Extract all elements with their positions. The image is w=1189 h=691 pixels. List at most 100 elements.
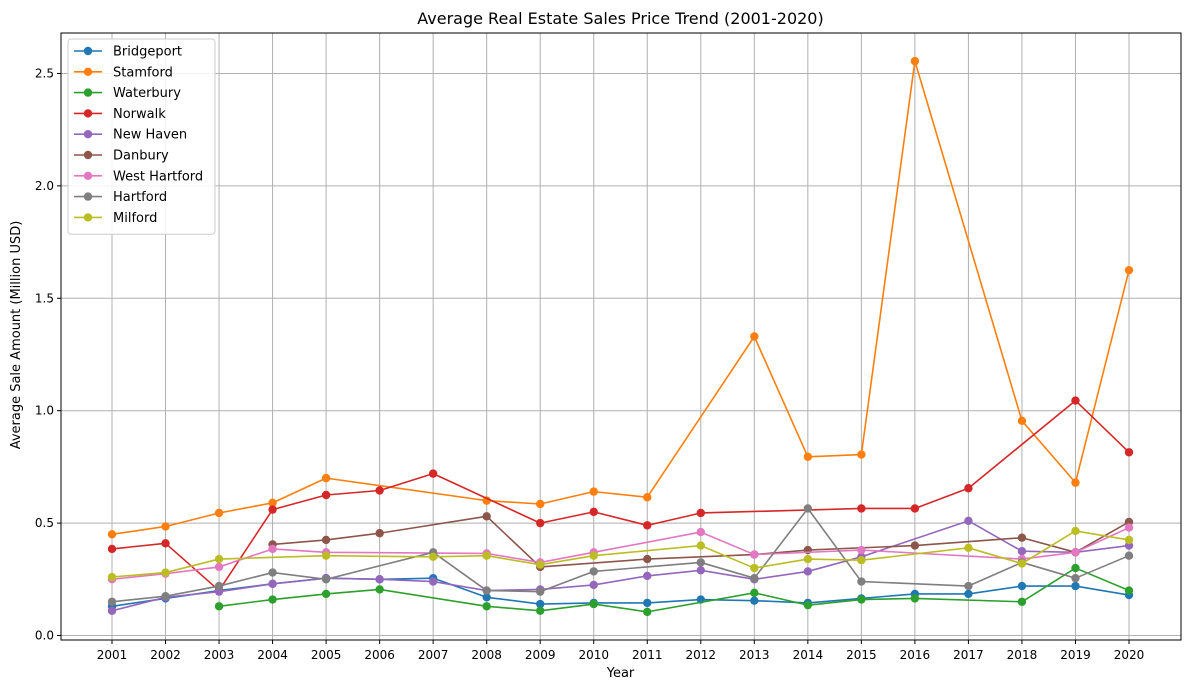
data-point xyxy=(750,573,759,583)
legend-marker xyxy=(83,67,93,77)
data-point xyxy=(1071,526,1080,536)
data-point xyxy=(375,575,384,584)
series-stamford xyxy=(107,56,1134,539)
data-point xyxy=(321,490,331,500)
data-point xyxy=(1124,551,1134,560)
x-tick-label: 2012 xyxy=(686,648,717,662)
data-point xyxy=(268,498,277,508)
data-point xyxy=(1071,573,1080,583)
plot-area: 2001 2002 2003 2004 2005 2006 2007 2008 2009 2010… xyxy=(35,32,1182,662)
data-point xyxy=(1017,597,1027,606)
data-point xyxy=(268,544,277,554)
series-waterbury xyxy=(214,563,1134,617)
x-tick-label: 2001 xyxy=(97,648,128,662)
data-point xyxy=(375,486,384,495)
data-point xyxy=(321,589,331,599)
chart-title: Average Real Estate Sales Price Trend (2… xyxy=(417,9,823,28)
legend-item: Milford xyxy=(74,211,157,226)
data-point xyxy=(1124,265,1134,275)
legend-label: New Haven xyxy=(113,128,187,143)
legend-label: Hartford xyxy=(113,190,167,205)
legend-label: Milford xyxy=(113,211,157,226)
legend-marker xyxy=(83,150,93,160)
data-point xyxy=(696,558,705,567)
data-point xyxy=(536,518,545,528)
data-point xyxy=(910,56,920,66)
data-point xyxy=(643,571,652,581)
data-point xyxy=(1124,523,1134,532)
y-tick-label: 2.0 xyxy=(35,179,54,193)
data-point xyxy=(428,469,438,478)
legend-marker xyxy=(83,109,93,118)
legend-marker xyxy=(83,46,93,56)
data-point xyxy=(696,508,705,518)
data-point xyxy=(321,535,331,545)
data-point xyxy=(1071,563,1080,573)
data-point xyxy=(643,521,652,530)
legend-label: Waterbury xyxy=(113,86,181,101)
y-tick-label: 0.5 xyxy=(35,516,54,530)
data-point xyxy=(1071,478,1080,487)
legend-label: West Hartford xyxy=(113,169,203,184)
data-point xyxy=(214,581,224,591)
data-point xyxy=(268,579,277,588)
data-point xyxy=(910,541,920,550)
legend-item: New Haven xyxy=(74,128,187,143)
data-point xyxy=(1124,448,1134,457)
legend-item: Norwalk xyxy=(74,107,166,122)
data-point xyxy=(964,516,973,526)
series-line xyxy=(111,60,1130,536)
data-point xyxy=(536,560,545,569)
data-point xyxy=(803,554,813,564)
legend-box xyxy=(67,38,216,235)
series-line xyxy=(272,515,1130,568)
x-tick-label: 2017 xyxy=(953,648,984,662)
data-point xyxy=(589,580,598,590)
data-point xyxy=(857,555,866,565)
data-point xyxy=(803,600,813,610)
data-point xyxy=(750,563,759,573)
legend-item: Danbury xyxy=(74,149,169,164)
data-point xyxy=(643,607,652,617)
x-axis-label: Year xyxy=(606,666,635,681)
series-line xyxy=(111,399,1130,592)
x-tick-label: 2014 xyxy=(793,648,824,662)
data-point xyxy=(1017,416,1027,426)
data-point xyxy=(750,588,759,597)
data-point xyxy=(375,529,384,538)
legend-label: Stamford xyxy=(113,65,173,80)
data-point xyxy=(589,487,598,496)
data-point xyxy=(1017,546,1027,556)
data-point xyxy=(1017,559,1027,568)
data-point xyxy=(643,493,652,502)
data-point xyxy=(643,554,652,564)
data-point xyxy=(1017,533,1027,542)
data-point xyxy=(589,551,598,560)
y-axis-label: Average Sale Amount (Million USD) xyxy=(9,221,24,450)
data-point xyxy=(857,577,866,586)
x-tick-label: 2016 xyxy=(900,648,931,662)
data-point xyxy=(482,551,491,560)
data-point xyxy=(161,568,170,577)
legend-marker xyxy=(83,213,93,222)
legend-label: Bridgeport xyxy=(113,45,182,60)
data-point xyxy=(214,602,224,611)
data-point xyxy=(750,596,759,605)
data-point xyxy=(268,595,277,604)
data-point xyxy=(428,577,438,586)
data-point xyxy=(696,541,705,550)
x-tick-label: 2011 xyxy=(632,648,663,662)
data-point xyxy=(214,554,224,564)
data-point xyxy=(1124,586,1134,595)
legend-marker xyxy=(83,171,93,180)
data-point xyxy=(1071,548,1080,557)
data-point xyxy=(589,567,598,576)
legend-marker xyxy=(83,192,93,201)
series-west-hartford xyxy=(107,523,1134,584)
series-norwalk xyxy=(107,396,1134,595)
data-point xyxy=(482,602,491,611)
y-tick-label: 1.5 xyxy=(35,291,54,305)
data-point xyxy=(803,504,813,513)
x-tick-label: 2004 xyxy=(257,648,288,662)
data-point xyxy=(536,599,545,609)
